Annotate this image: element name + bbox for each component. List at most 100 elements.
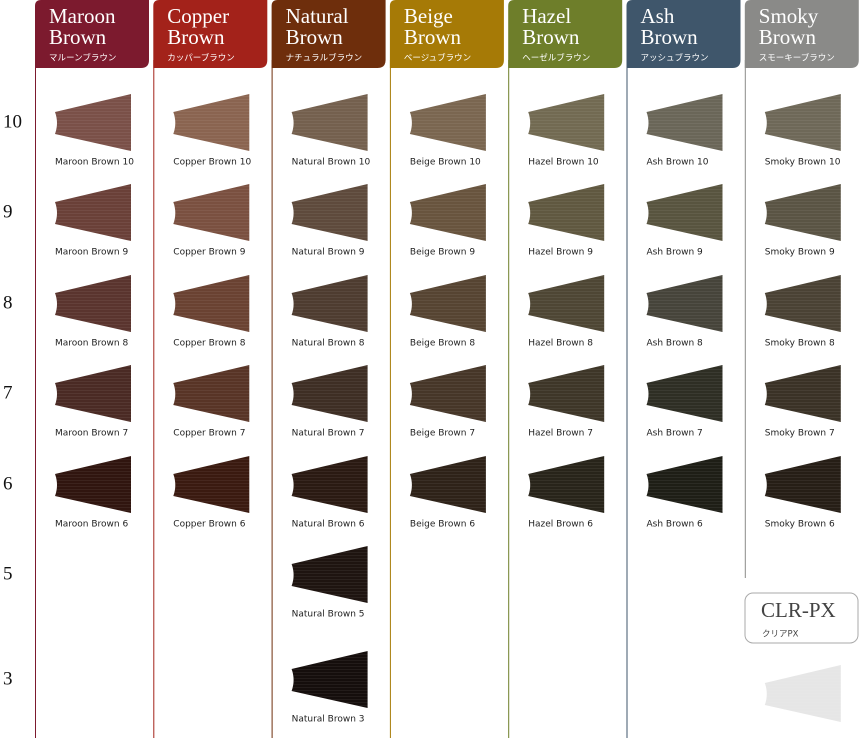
swatch-texture: [173, 456, 250, 513]
swatch-texture: [528, 365, 605, 422]
swatch-label: Natural Brown 6: [292, 520, 365, 530]
swatch-label: Natural Brown 10: [292, 158, 371, 168]
swatch-texture: [173, 365, 250, 422]
swatch-label: Copper Brown 7: [173, 429, 245, 439]
swatch-texture: [55, 275, 131, 332]
swatch-texture: [55, 456, 131, 513]
swatch-texture: [291, 651, 368, 708]
column-title: Smoky: [759, 4, 819, 28]
column-header: [271, 0, 386, 68]
swatch-label: Copper Brown 10: [173, 158, 251, 168]
column-header: [508, 0, 623, 68]
swatch-texture: [764, 94, 841, 151]
swatch-texture: [291, 275, 368, 332]
swatch-texture: [409, 456, 486, 513]
swatch-label: Smoky Brown 6: [765, 520, 835, 530]
swatch-label: Hazel Brown 9: [528, 248, 593, 258]
swatch-label: Beige Brown 8: [410, 339, 475, 349]
swatch-label: Smoky Brown 8: [765, 339, 835, 349]
level-label: 8: [3, 292, 13, 313]
swatch-texture: [646, 456, 723, 513]
column-title: Brown: [49, 25, 107, 49]
column-title: Brown: [167, 25, 225, 49]
swatch-texture: [528, 275, 605, 332]
swatch-texture: [291, 546, 368, 603]
swatch-texture: [173, 275, 250, 332]
column-kana: ナチュラルブラウン: [286, 53, 363, 64]
swatch-texture: [764, 665, 841, 722]
swatch-label: Smoky Brown 7: [765, 429, 835, 439]
swatch-label: Hazel Brown 7: [528, 429, 593, 439]
swatch-label: Maroon Brown 10: [55, 158, 134, 168]
swatch-label: Maroon Brown 6: [55, 520, 128, 530]
swatch-label: Copper Brown 8: [173, 339, 245, 349]
column-title: Brown: [404, 25, 462, 49]
swatch-label: Copper Brown 9: [173, 248, 245, 258]
swatch-label: Maroon Brown 9: [55, 248, 128, 258]
column-kana: ヘーゼルブラウン: [522, 53, 590, 64]
clear-title: CLR-PX: [761, 598, 836, 622]
level-label: 9: [3, 201, 13, 222]
column-header: [626, 0, 741, 68]
swatch-label: Maroon Brown 7: [55, 429, 128, 439]
swatch-label: Smoky Brown 10: [765, 158, 841, 168]
swatch-texture: [55, 94, 131, 151]
swatch-texture: [173, 184, 250, 241]
swatch-texture: [528, 94, 605, 151]
column-header: [389, 0, 504, 68]
column-title: Copper: [167, 4, 229, 28]
swatch-texture: [173, 94, 250, 151]
swatch-texture: [646, 365, 723, 422]
level-label: 7: [3, 382, 13, 403]
swatch-texture: [528, 184, 605, 241]
swatch-texture: [55, 365, 131, 422]
column-kana: アッシュブラウン: [641, 53, 709, 64]
swatch-label: Maroon Brown 8: [55, 339, 128, 349]
swatch-texture: [409, 94, 486, 151]
swatch-texture: [291, 365, 368, 422]
swatch-texture: [409, 184, 486, 241]
swatch-texture: [291, 184, 368, 241]
column-title: Ash: [641, 4, 675, 28]
swatch-texture: [291, 94, 368, 151]
swatch-label: Beige Brown 9: [410, 248, 475, 258]
level-label: 10: [3, 111, 22, 132]
swatch-label: Copper Brown 6: [173, 520, 245, 530]
column-kana: カッパーブラウン: [167, 53, 235, 64]
column-header: [35, 0, 149, 68]
swatch-texture: [646, 275, 723, 332]
column-title: Brown: [641, 25, 699, 49]
column-kana: マルーンブラウン: [49, 53, 116, 64]
column-title: Hazel: [522, 4, 571, 28]
swatch-texture: [409, 275, 486, 332]
swatch-label: Hazel Brown 6: [528, 520, 593, 530]
swatch-label: Ash Brown 6: [647, 520, 704, 530]
clear-kana: クリアPX: [762, 630, 799, 640]
column-header: [153, 0, 268, 68]
swatch-texture: [55, 184, 131, 241]
swatch-texture: [764, 275, 841, 332]
swatch-texture: [528, 456, 605, 513]
swatch-texture: [646, 184, 723, 241]
swatch-label: Beige Brown 10: [410, 158, 481, 168]
column-title: Brown: [522, 25, 580, 49]
clear-box: [744, 592, 859, 644]
swatch-texture: [409, 365, 486, 422]
swatch-label: Smoky Brown 9: [765, 248, 835, 258]
swatch-label: Ash Brown 9: [647, 248, 704, 258]
swatch-texture: [764, 184, 841, 241]
swatch-label: Ash Brown 7: [647, 429, 703, 439]
swatch-label: Natural Brown 3: [292, 715, 365, 725]
column-kana: スモーキーブラウン: [759, 53, 835, 64]
swatch-texture: [291, 456, 368, 513]
swatch-label: Hazel Brown 10: [528, 158, 599, 168]
column-title: Beige: [404, 4, 453, 28]
swatch-label: Natural Brown 7: [292, 429, 365, 439]
swatch-label: Natural Brown 8: [292, 339, 365, 349]
swatch-label: Ash Brown 8: [647, 339, 704, 349]
column-title: Natural: [286, 4, 349, 28]
column-title: Brown: [286, 25, 344, 49]
swatch-label: Beige Brown 7: [410, 429, 475, 439]
column-kana: ベージュブラウン: [404, 53, 471, 64]
